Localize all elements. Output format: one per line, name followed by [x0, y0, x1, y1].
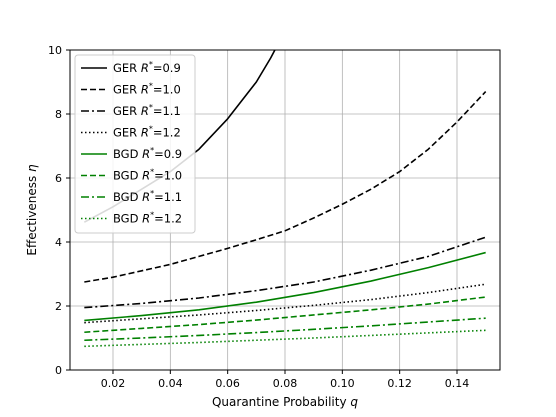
legend-label-6: BGD R*=1.1 — [113, 189, 182, 204]
x-tick-label: 0.10 — [330, 377, 355, 390]
series-line-7 — [84, 329, 486, 348]
series-line-6 — [84, 317, 486, 342]
series-line-2 — [84, 236, 486, 309]
legend-label-0: GER R*=0.9 — [113, 60, 181, 75]
legend-label-5: BGD R*=1.0 — [113, 168, 182, 183]
x-axis-label: Quarantine Probability q — [212, 395, 358, 409]
legend-box — [74, 54, 196, 234]
y-tick-label: 4 — [55, 236, 62, 249]
legend-label-4: BGD R*=0.9 — [113, 146, 182, 161]
y-tick-label: 8 — [55, 108, 62, 121]
y-tick-label: 10 — [48, 44, 62, 57]
legend-label-3: GER R*=1.2 — [113, 125, 181, 140]
axis-ticks: 0.02 0.04 0.06 0.08 0.10 0.12 0.14 0 2 4 6 8 10 — [48, 44, 469, 390]
legend-label-1: GER R*=1.0 — [113, 82, 181, 97]
y-tick-label: 6 — [55, 172, 62, 185]
x-tick-label: 0.08 — [273, 377, 298, 390]
series-line-4 — [84, 251, 486, 322]
y-axis-label: Effectiveness η — [25, 164, 39, 256]
legend-label-7: BGD R*=1.2 — [113, 211, 182, 226]
x-tick-label: 0.12 — [387, 377, 412, 390]
x-tick-label: 0.02 — [101, 377, 126, 390]
y-tick-label: 0 — [55, 364, 62, 377]
legend: GER R*=0.9 GER R*=1.0 GER R*=1.1 GER R*=1.2… — [74, 54, 196, 234]
x-tick-label: 0.06 — [215, 377, 240, 390]
y-tick-label: 2 — [55, 300, 62, 313]
series-line-3 — [84, 283, 486, 324]
series-line-5 — [84, 296, 486, 334]
series-line-1 — [84, 91, 487, 283]
legend-label-2: GER R*=1.1 — [113, 103, 181, 118]
x-tick-label: 0.14 — [445, 377, 470, 390]
x-tick-label: 0.04 — [158, 377, 183, 390]
